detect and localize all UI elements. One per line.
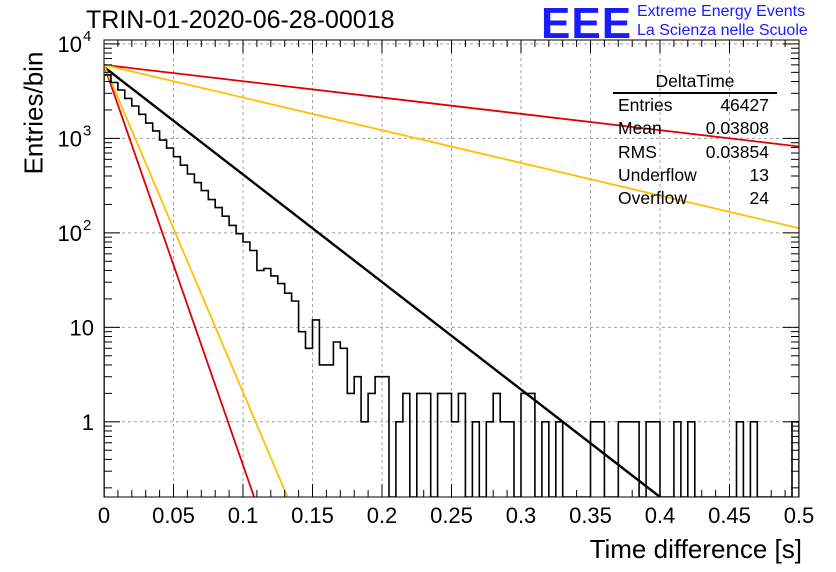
x-axis-label: Time difference [s] — [589, 534, 802, 564]
x-tick-label: 0 — [98, 503, 110, 528]
y-tick-exponent: 2 — [83, 217, 91, 234]
stats-box: DeltaTime Entries 46427 Mean 0.03808 RMS… — [613, 70, 777, 210]
x-tick-label: 0.2 — [367, 503, 398, 528]
y-tick-exponent: 4 — [83, 28, 91, 45]
x-tick-label: 0.4 — [645, 503, 676, 528]
fit-curve — [104, 64, 799, 148]
y-axis-label: Entries/bin — [18, 51, 49, 175]
y-tick-label: 10 — [70, 315, 94, 340]
eee-text-line2: La Scienza nelle Scuole — [637, 22, 808, 39]
stats-value: 0.03854 — [705, 141, 769, 162]
fit-curve — [104, 64, 799, 230]
y-tick-label: 10 — [58, 221, 82, 246]
x-tick-label: 0.15 — [291, 503, 334, 528]
x-tick-label: 0.1 — [228, 503, 259, 528]
stats-value: 24 — [749, 188, 769, 209]
fit-curve — [104, 64, 289, 497]
y-tick-label: 10 — [58, 32, 82, 57]
stats-label: Entries — [618, 95, 673, 115]
tick-label-layer: 0 0.05 0.1 0.15 0.2 0.25 0.3 0.35 0.4 0.45 0.5 1 10 1… — [58, 28, 815, 528]
stats-row-underflow: Underflow 13 — [613, 164, 777, 187]
histogram-bars — [104, 74, 799, 497]
stats-value: 0.03808 — [705, 118, 769, 139]
x-tick-label: 0.05 — [152, 503, 195, 528]
fit-curve — [104, 64, 255, 497]
stats-value: 13 — [749, 164, 769, 185]
stats-row-rms: RMS 0.03854 — [613, 141, 777, 164]
stats-row-overflow: Overflow 24 — [613, 187, 777, 210]
curve-layer — [104, 64, 799, 497]
stats-label: Mean — [618, 118, 662, 139]
x-tick-label: 0.45 — [708, 503, 751, 528]
run-title: TRIN-01-2020-06-28-00018 — [86, 6, 395, 34]
x-tick-label: 0.3 — [506, 503, 537, 528]
y-tick-exponent: 3 — [83, 122, 91, 139]
stats-label: RMS — [618, 141, 657, 162]
stats-row-entries: Entries 46427 — [613, 94, 777, 117]
x-tick-label: 0.5 — [784, 503, 815, 528]
frame-layer — [103, 39, 800, 498]
y-tick-label: 10 — [58, 126, 82, 151]
stats-title: DeltaTime — [613, 70, 777, 94]
y-tick-label: 1 — [82, 410, 94, 435]
x-tick-label: 0.35 — [569, 503, 612, 528]
fit-curve — [104, 66, 661, 497]
stats-label: Overflow — [618, 188, 688, 209]
stats-label: Underflow — [618, 164, 697, 185]
stats-value: 46427 — [720, 95, 769, 115]
histogram-layer — [104, 74, 799, 497]
stats-row-mean: Mean 0.03808 — [613, 117, 777, 140]
eee-text-line1: Extreme Energy Events — [637, 3, 806, 20]
x-tick-label: 0.25 — [430, 503, 473, 528]
eee-text: Extreme Energy Events La Scienza nelle S… — [637, 2, 808, 40]
eee-logo: EEE — [541, 0, 633, 48]
